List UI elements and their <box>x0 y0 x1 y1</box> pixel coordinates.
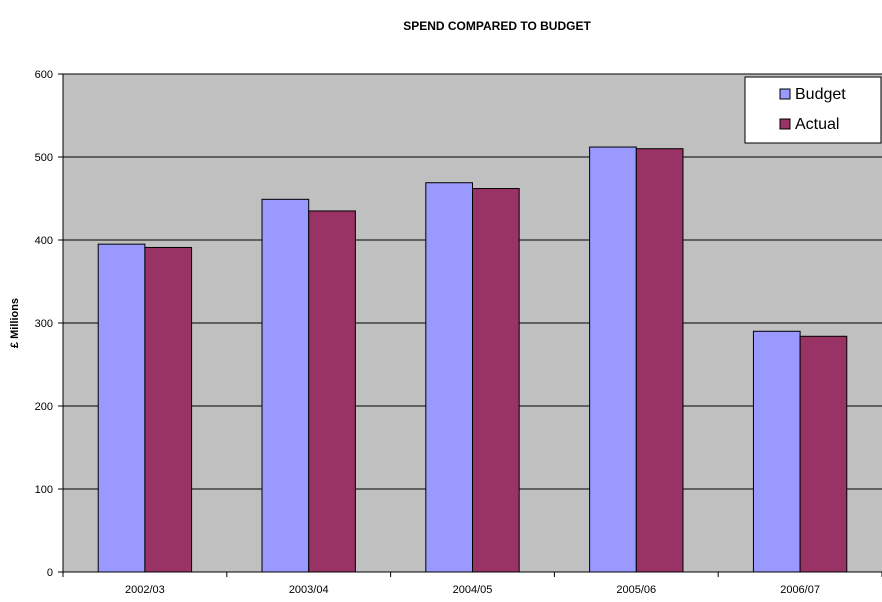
legend: Budget Actual <box>744 76 882 144</box>
bar-budget-2006-07 <box>752 330 801 573</box>
bar-budget-2002-03 <box>97 243 146 573</box>
y-tick-label: 100 <box>35 484 53 496</box>
y-tick-label: 600 <box>35 69 53 81</box>
legend-box <box>744 76 882 144</box>
bar-budget-2003-04 <box>261 198 310 573</box>
y-tick-label: 500 <box>35 152 53 164</box>
y-axis-label: £ Millions <box>9 298 21 348</box>
y-tick-label: 300 <box>35 318 53 330</box>
chart-title: SPEND COMPARED TO BUDGET <box>403 19 591 33</box>
y-tick-label: 400 <box>35 235 53 247</box>
bar-budget-2004-05 <box>425 182 473 573</box>
plot-area: 0 100 200 300 400 500 600 2002/03 2003/04 2004/05… <box>35 69 882 596</box>
legend-swatch-budget <box>779 88 791 100</box>
legend-swatch-actual <box>779 118 791 130</box>
bar-actual-2005-06 <box>635 148 684 573</box>
legend-label-budget: Budget <box>795 86 846 103</box>
bar-budget-2005-06 <box>589 146 637 573</box>
bar-actual-2003-04 <box>308 210 356 573</box>
x-tick-label: 2004/05 <box>453 584 493 596</box>
x-tick-label: 2002/03 <box>125 584 165 596</box>
legend-label-actual: Actual <box>795 116 839 133</box>
bar-actual-2006-07 <box>799 335 848 573</box>
y-tick-label: 0 <box>47 567 53 579</box>
x-tick-label: 2005/06 <box>616 584 656 596</box>
bar-actual-2002-03 <box>144 246 193 573</box>
bar-actual-2004-05 <box>472 188 520 573</box>
x-tick-label: 2006/07 <box>780 584 820 596</box>
x-tick-label: 2003/04 <box>289 584 329 596</box>
y-tick-label: 200 <box>35 401 53 413</box>
